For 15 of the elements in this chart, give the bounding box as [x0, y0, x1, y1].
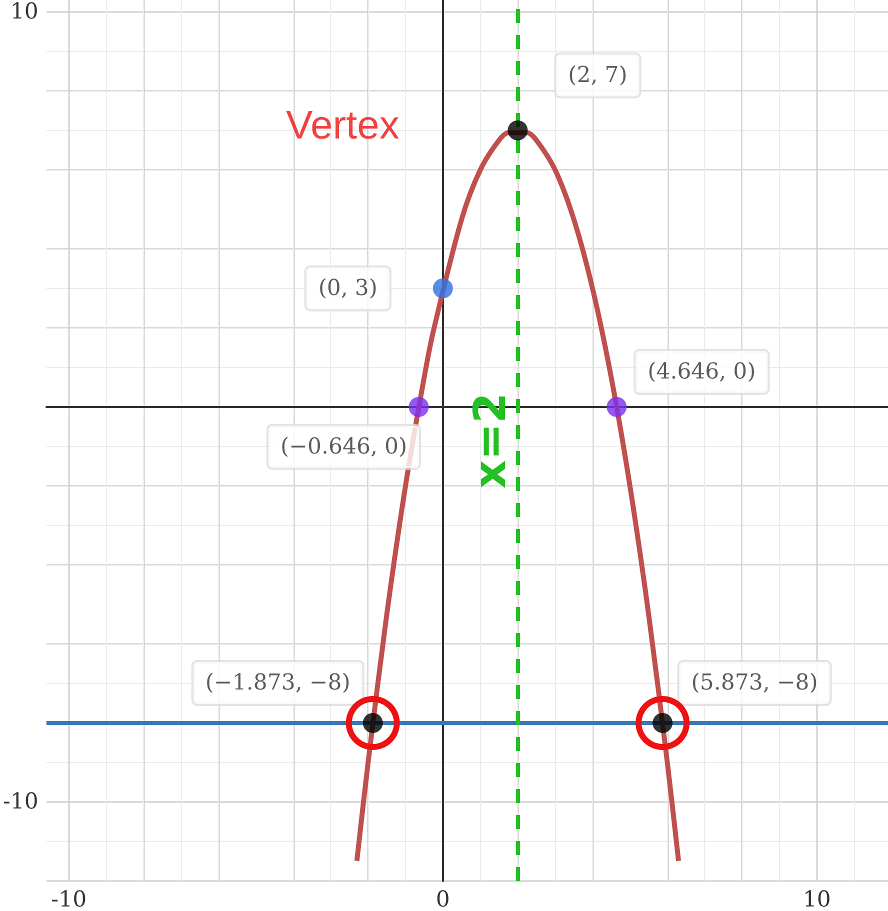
annotation: (5.873, −8): [691, 670, 818, 696]
annotation: (−0.646, 0): [280, 434, 408, 460]
annotation: (0, 3): [318, 276, 378, 301]
x-tick-label: -10: [51, 888, 87, 911]
annotation: (−1.873, −8): [205, 670, 350, 696]
x-tick-label: 10: [802, 888, 831, 911]
annotation: Vertex: [286, 103, 400, 148]
point: [508, 120, 528, 140]
point: [408, 396, 429, 417]
ref-line-label: x=2: [465, 392, 516, 488]
point: [432, 278, 453, 298]
annotation: (2, 7): [568, 62, 628, 88]
point: [606, 396, 627, 417]
x-tick-label: 0: [436, 888, 450, 911]
annotation: (4.646, 0): [648, 359, 756, 384]
